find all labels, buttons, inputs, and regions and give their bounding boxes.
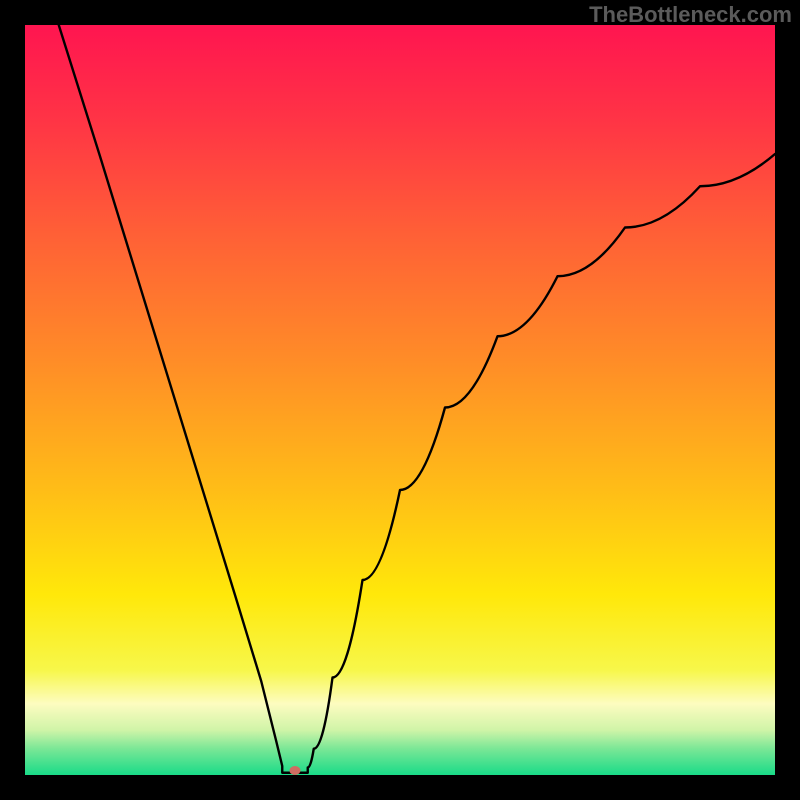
watermark-text: TheBottleneck.com <box>589 2 792 28</box>
plot-area <box>25 25 775 775</box>
chart-container: TheBottleneck.com <box>0 0 800 800</box>
bottleneck-chart <box>0 0 800 800</box>
optimum-marker <box>290 766 301 775</box>
